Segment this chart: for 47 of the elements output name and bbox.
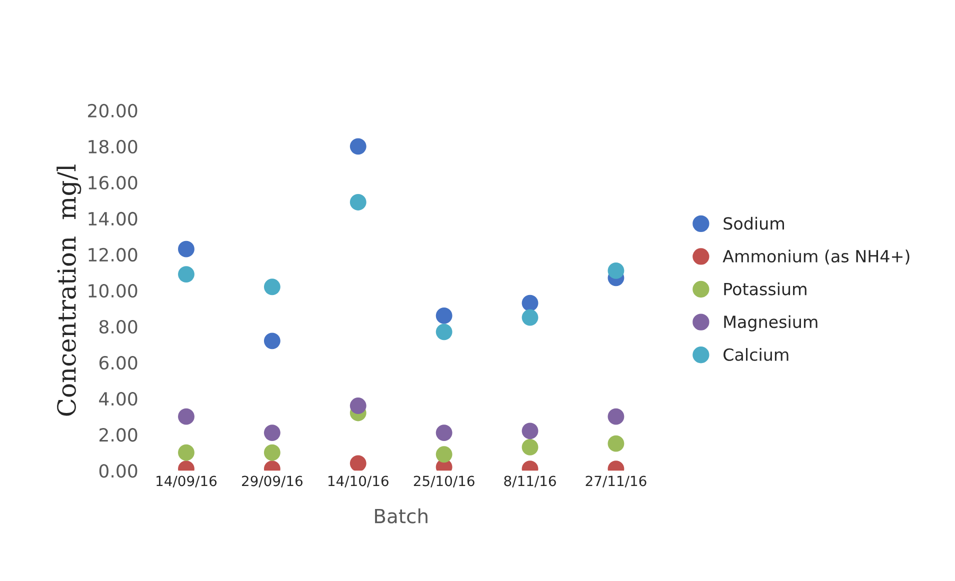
y-tick-label: 2.00 (100, 428, 138, 442)
x-tick-label: 27/11/16 (586, 476, 646, 488)
point (608, 262, 624, 279)
y-tick-label: 16.00 (88, 176, 138, 190)
y-tick-label: 10.00 (88, 284, 138, 298)
legend-label: Magnesium (724, 315, 818, 332)
point (522, 422, 538, 440)
point (350, 138, 366, 155)
y-tick-label: 14.00 (88, 212, 138, 226)
point (608, 435, 624, 452)
y-tick-label: 20.00 (88, 104, 138, 118)
x-tick-label: 14/10/16 (328, 476, 388, 488)
x-axis-title: Batch (375, 508, 428, 524)
x-tick-label: 8/11/16 (504, 476, 556, 488)
y-tick-label: 12.00 (88, 248, 138, 262)
y-tick-label: 6.00 (99, 356, 138, 370)
y-axis-title: Concentration mg/l (56, 164, 82, 416)
point (178, 444, 194, 461)
x-tick-label: 25/10/16 (414, 476, 474, 488)
point (436, 446, 452, 463)
legend-label: Sodium (724, 216, 784, 230)
point (264, 444, 280, 461)
point (522, 294, 538, 312)
point (350, 194, 366, 210)
y-tick-label: 0.00 (99, 464, 138, 478)
point (522, 309, 538, 326)
point (264, 278, 280, 296)
y-tick-label: 18.00 (88, 140, 138, 154)
point (264, 332, 280, 350)
legend-label: Calcium (724, 348, 788, 361)
legend-label: Potassium (724, 282, 806, 296)
y-tick-label: 8.00 (99, 320, 138, 334)
point (178, 240, 194, 258)
x-tick-label: 14/09/16 (156, 476, 217, 488)
point (608, 408, 624, 425)
x-tick-label: 29/09/16 (242, 476, 302, 488)
point (436, 324, 452, 340)
point (178, 266, 194, 283)
point (350, 455, 366, 471)
point (178, 408, 194, 425)
point (264, 424, 280, 442)
point (436, 308, 452, 324)
point (436, 424, 452, 442)
point (522, 438, 538, 456)
point (350, 398, 366, 414)
y-tick-label: 4.00 (99, 392, 138, 406)
legend-label: Ammonium (as NH4+) (722, 250, 910, 264)
